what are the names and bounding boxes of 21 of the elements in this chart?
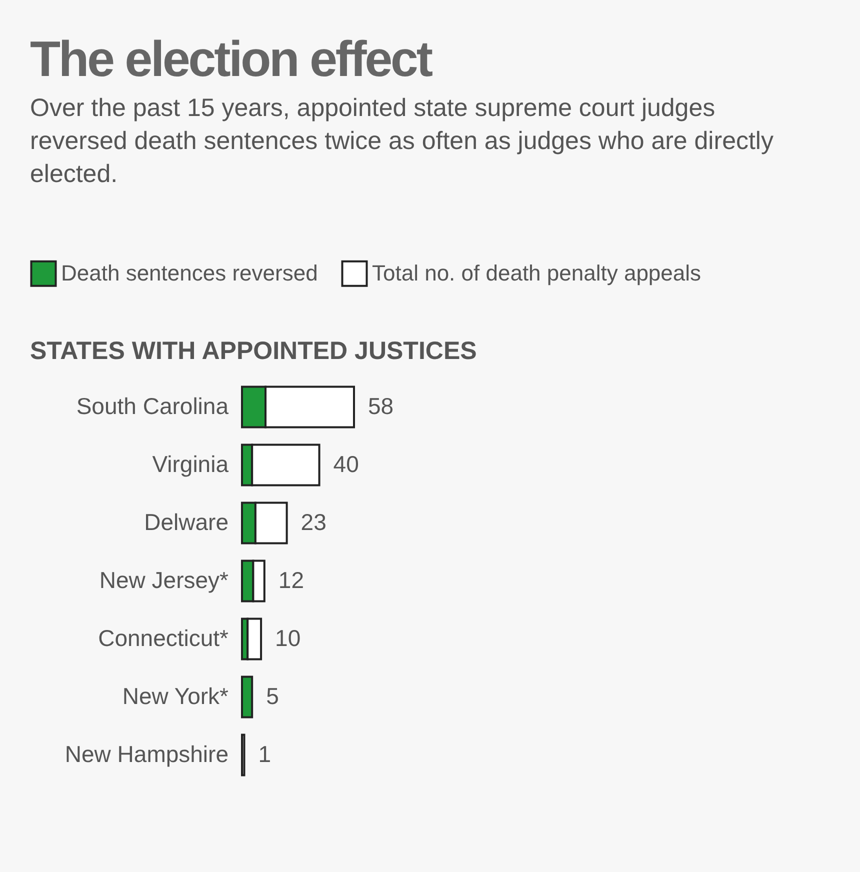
- legend-label: Total no. of death penalty appeals: [372, 260, 702, 286]
- chart-title: The election effect: [30, 30, 432, 88]
- annotation: 1: [258, 741, 272, 767]
- y-tick-label: New Hampshire: [64, 741, 228, 767]
- annotation: 10: [275, 625, 301, 651]
- y-tick-label: Virginia: [152, 451, 229, 477]
- y-tick-label: South Carolina: [76, 393, 229, 419]
- y-tick-label: Connecticut*: [98, 625, 229, 651]
- annotation: 5: [266, 683, 279, 709]
- annotation: 40: [333, 451, 359, 477]
- bar: [241, 676, 254, 718]
- chart-subtitle: Over the past 15 years, appointed state supreme court judges reversed death sentences twice as often as judges who are directly elected.: [30, 93, 774, 190]
- annotation: 58: [368, 393, 394, 419]
- y-tick-label: New Jersey*: [99, 567, 229, 593]
- y-tick-label: Delware: [144, 509, 228, 535]
- bar: [241, 734, 246, 776]
- annotation: 12: [278, 567, 304, 593]
- annotation: 23: [300, 509, 326, 535]
- text: STATES WITH APPOINTED JUSTICES: [30, 337, 477, 365]
- legend-label: Death sentences reversed: [61, 260, 318, 286]
- y-tick-label: New York*: [122, 683, 229, 709]
